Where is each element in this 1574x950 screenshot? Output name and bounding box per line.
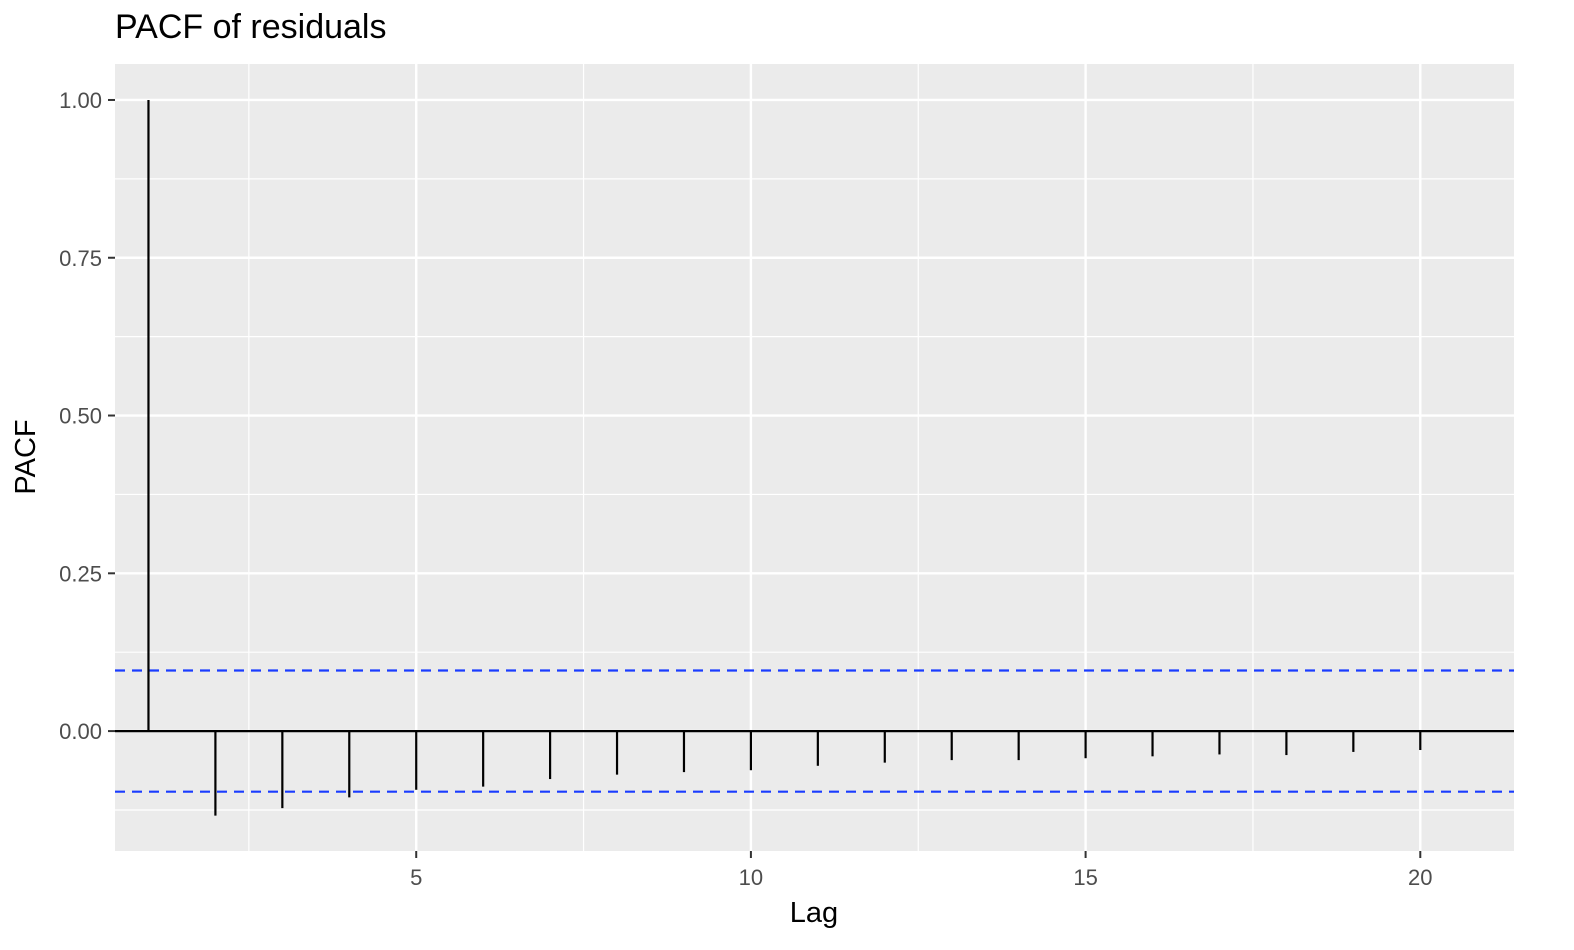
y-axis-title: PACF [10, 419, 42, 494]
x-tick-label: 15 [1073, 865, 1097, 890]
grid-minor [115, 64, 1514, 851]
x-axis-title: Lag [790, 897, 838, 929]
plot-panel [115, 64, 1514, 851]
y-tick-label: 0.50 [59, 404, 102, 429]
x-tick-label: 5 [410, 865, 422, 890]
pacf-bars [147, 99, 1422, 816]
y-tick-label: 0.25 [59, 561, 102, 586]
x-tick-label: 10 [739, 865, 763, 890]
y-axis: 0.00 0.25 0.50 0.75 1.00 [59, 88, 115, 744]
x-tick-label: 20 [1408, 865, 1432, 890]
confidence-bounds [115, 669, 1514, 793]
y-tick-label: 0.00 [59, 719, 102, 744]
chart-title: PACF of residuals [115, 8, 386, 46]
x-axis: 5 10 15 20 [410, 851, 1433, 890]
y-tick-label: 1.00 [59, 88, 102, 113]
y-tick-label: 0.75 [59, 246, 102, 271]
